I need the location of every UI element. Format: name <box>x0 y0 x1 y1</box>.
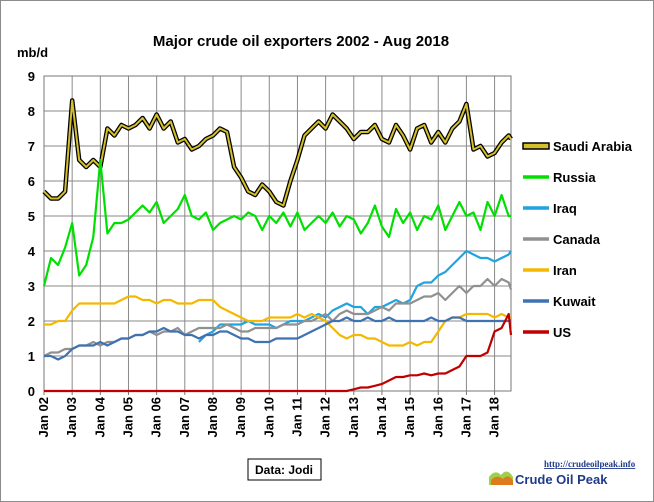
x-tick-label: Jan 09 <box>233 397 248 437</box>
crude-oil-peak-logo: http://crudeoilpeak.info Crude Oil Peak <box>489 459 636 487</box>
x-tick-label: Jan 16 <box>430 397 445 437</box>
legend-label-kuwait: Kuwait <box>553 294 596 309</box>
series-line-saudi-arabia <box>43 99 512 207</box>
series-line-us <box>44 312 513 393</box>
x-tick-label: Jan 05 <box>120 397 135 437</box>
y-tick-label: 4 <box>28 244 36 259</box>
source-note-box <box>247 458 322 481</box>
y-axis-unit-label: mb/d <box>17 45 48 60</box>
legend-label-canada: Canada <box>553 232 601 247</box>
source-note: Data: Jodi <box>247 458 322 481</box>
x-tick-label: Jan 03 <box>64 397 79 437</box>
series-line-iraq <box>198 249 512 343</box>
x-tick-label: Jan 15 <box>402 397 417 437</box>
legend-swatch-saudi-arabia <box>522 142 550 150</box>
gridlines <box>43 75 511 392</box>
chart-title: Major crude oil exporters 2002 - Aug 201… <box>153 33 449 50</box>
series-line-iran <box>44 295 511 347</box>
y-tick-label: 1 <box>28 349 35 364</box>
x-tick-label: Jan 06 <box>149 397 164 437</box>
legend-label-iran: Iran <box>553 263 577 278</box>
legend-label-saudi-arabia: Saudi Arabia <box>553 139 633 154</box>
x-tick-label: Jan 18 <box>487 397 502 437</box>
y-tick-label: 6 <box>28 174 35 189</box>
legend: Saudi Arabia Russia Iraq Canada Iran Kuwait US <box>522 139 633 340</box>
series-outline-saudi-arabia <box>42 98 513 208</box>
legend-label-russia: Russia <box>553 170 596 185</box>
x-tick-label: Jan 10 <box>261 397 276 437</box>
legend-label-iraq: Iraq <box>553 201 577 216</box>
series-lines <box>42 98 513 393</box>
x-tick-label: Jan 12 <box>318 397 333 437</box>
x-tick-label: Jan 13 <box>346 397 361 437</box>
y-tick-label: 7 <box>28 139 35 154</box>
x-tick-label: Jan 04 <box>92 396 107 437</box>
x-tick-label: Jan 17 <box>458 397 473 437</box>
series-line-russia <box>42 158 511 287</box>
y-tick-label: 5 <box>28 209 35 224</box>
x-tick-label: Jan 02 <box>36 397 51 437</box>
y-tick-label: 2 <box>28 314 35 329</box>
source-note-text: Data: Jodi <box>255 463 313 477</box>
y-axis-ticks: 0 1 2 3 4 5 6 7 8 9 <box>28 69 36 399</box>
logo-wave-icon <box>491 476 513 485</box>
x-tick-label: Jan 08 <box>205 397 220 437</box>
logo-name: Crude Oil Peak <box>515 472 608 487</box>
x-tick-label: Jan 11 <box>289 397 304 437</box>
legend-label-us: US <box>553 325 571 340</box>
y-tick-label: 3 <box>28 279 35 294</box>
y-tick-label: 9 <box>28 69 35 84</box>
logo-url-link[interactable]: http://crudeoilpeak.info <box>544 459 636 469</box>
x-tick-label: Jan 14 <box>374 396 389 437</box>
plot-area-border <box>43 75 512 392</box>
y-tick-label: 8 <box>28 104 35 119</box>
x-tick-label: Jan 07 <box>177 397 192 437</box>
y-tick-label: 0 <box>28 384 35 399</box>
x-axis-ticks: Jan 02 Jan 03 Jan 04 Jan 05 Jan 06 Jan 07 Jan … <box>36 391 502 437</box>
series-line-kuwait <box>44 316 511 361</box>
